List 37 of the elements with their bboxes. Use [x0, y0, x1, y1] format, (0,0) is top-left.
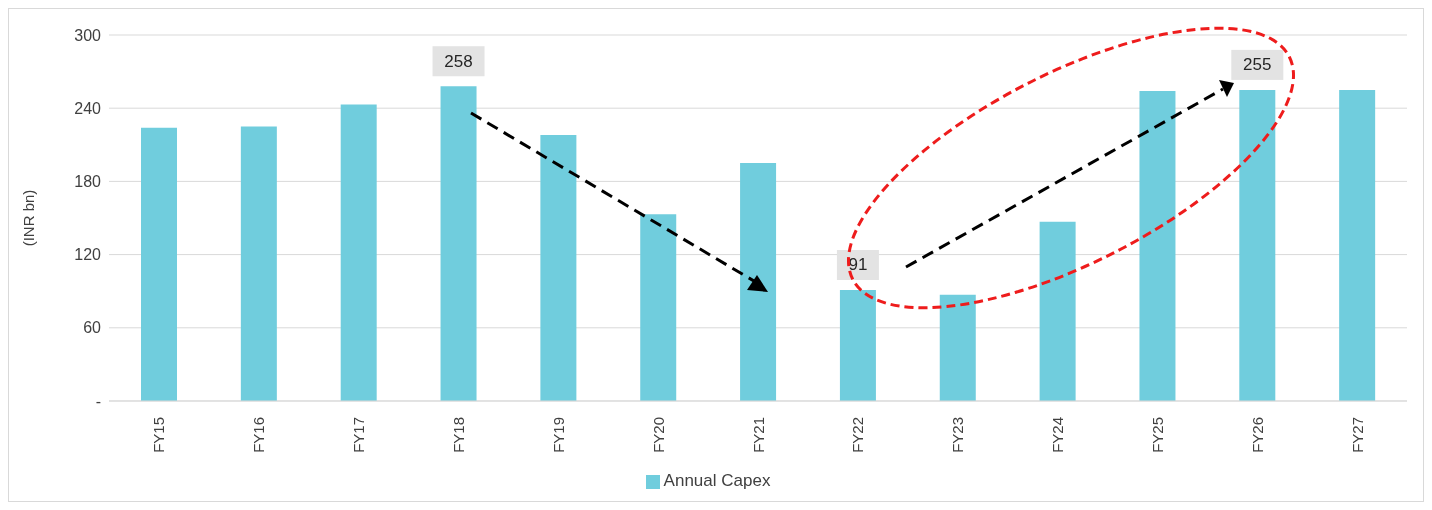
data-label: 255 [1243, 55, 1272, 75]
y-tick-label: 240 [74, 99, 102, 117]
x-tick-label: FY18 [449, 417, 467, 453]
bar [1139, 91, 1176, 401]
bar [640, 214, 677, 401]
bar [540, 135, 577, 401]
bar [340, 104, 377, 401]
y-tick-label: 180 [74, 173, 102, 191]
x-tick-label: FY27 [1348, 417, 1366, 453]
y-tick-label: 120 [74, 246, 102, 264]
x-tick-label: FY20 [649, 417, 667, 453]
x-tick-label: FY17 [350, 417, 368, 453]
x-tick-label: FY21 [749, 417, 767, 453]
bar [1239, 89, 1276, 401]
x-tick-label: FY15 [150, 417, 168, 453]
bar [740, 163, 777, 401]
y-tick-label: 300 [74, 26, 102, 44]
x-tick-label: FY23 [949, 417, 967, 453]
x-tick-label: FY22 [849, 417, 867, 453]
x-tick-label: FY16 [250, 417, 268, 453]
y-axis-title: (INR bn) [20, 189, 38, 247]
bar [1339, 89, 1376, 401]
bar [440, 86, 477, 401]
y-tick-label: 60 [83, 319, 102, 337]
y-tick-label: - [95, 392, 101, 410]
x-tick-label: FY24 [1049, 417, 1067, 453]
bar [240, 126, 277, 401]
bar [939, 294, 976, 401]
bar [141, 127, 177, 401]
data-label: 258 [444, 51, 473, 71]
x-tick-label: FY19 [549, 417, 567, 453]
legend-label: Annual Capex [663, 471, 771, 490]
x-tick-label: FY26 [1248, 417, 1266, 453]
bar [1039, 221, 1076, 401]
bar [839, 289, 876, 401]
data-label: 91 [848, 255, 868, 275]
x-tick-label: FY25 [1148, 417, 1166, 453]
